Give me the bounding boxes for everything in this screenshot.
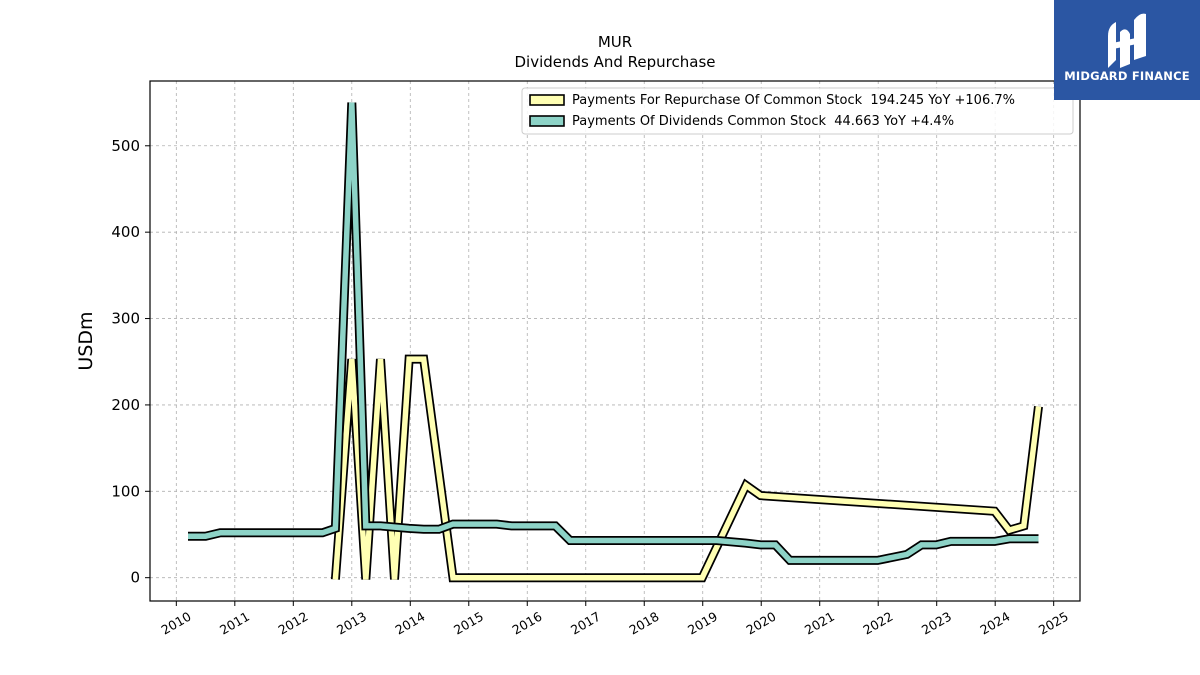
y-tick-label: 300 [111,310,140,328]
chart-subtitle: Dividends And Repurchase [514,53,715,71]
series-line-0 [332,356,1042,581]
x-tick-label: 2020 [743,609,778,638]
plot-area-frame [149,80,1081,602]
legend-frame [521,87,1074,135]
midgard-logo-icon [1108,13,1146,68]
x-axis-ticks: 2010 2011 2012 2013 2014 2015 2016 2017 2018 2019… [159,601,1071,638]
y-axis-ticks: 0 100 200 300 400 500 [111,137,150,587]
x-tick-label: 2019 [685,609,720,638]
legend: Payments For Repurchase Of Common Stock … [521,87,1074,135]
series-lines [188,102,1043,583]
series-outline-1 [188,102,1039,565]
series-line-1 [188,102,1039,564]
chart-title: MUR [598,33,632,51]
y-tick-label: 400 [111,223,140,241]
x-tick-label: 2015 [451,609,486,638]
y-tick-label: 0 [130,569,140,587]
x-tick-label: 2016 [509,609,544,638]
x-tick-label: 2021 [802,609,837,638]
y-axis-label: USDm [75,311,97,370]
legend-swatch-dividends [529,115,565,127]
x-tick-label: 2014 [393,609,428,638]
y-tick-label: 500 [111,137,140,155]
logo-text: MIDGARD FINANCE [1064,69,1190,83]
midgard-finance-logo: MIDGARD FINANCE [1054,0,1200,100]
x-tick-label: 2012 [276,609,311,638]
y-tick-label: 200 [111,396,140,414]
x-tick-label: 2023 [919,609,954,638]
x-tick-label: 2017 [568,609,603,638]
x-tick-label: 2010 [159,609,194,638]
grid [150,81,1080,601]
x-tick-label: 2022 [860,609,895,638]
x-tick-label: 2024 [977,609,1012,638]
y-tick-label: 100 [111,482,140,500]
legend-swatch-repurchase [529,94,565,106]
x-tick-label: 2025 [1036,609,1071,638]
legend-label-repurchase: Payments For Repurchase Of Common Stock … [572,93,1015,108]
legend-label-dividends: Payments Of Dividends Common Stock 44.66… [572,114,954,129]
x-tick-label: 2011 [217,609,252,638]
x-tick-label: 2013 [334,609,369,638]
x-tick-label: 2018 [626,609,661,638]
